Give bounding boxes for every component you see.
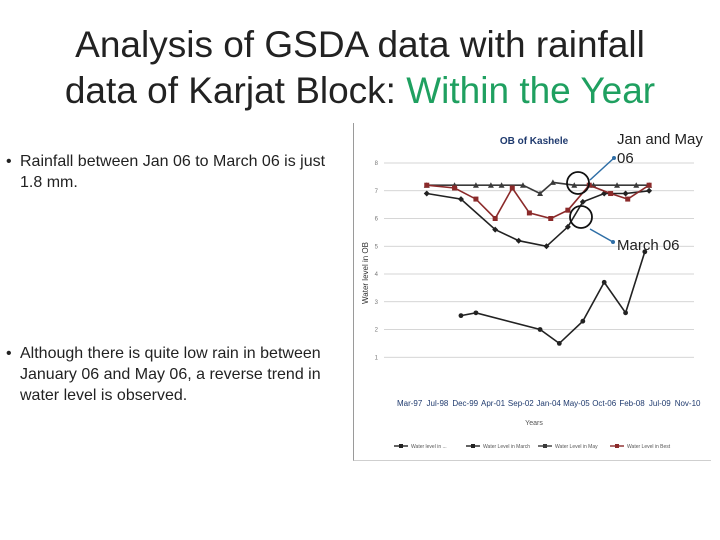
water-level-chart: OB of Kashele Water level in OB Years 1 2 3 4 5…: [361, 136, 701, 450]
x-tick-label: Apr-01: [481, 399, 506, 408]
x-tick-label: Jul-09: [649, 399, 671, 408]
data-point: [543, 243, 550, 250]
data-point: [579, 198, 586, 205]
data-point: [571, 182, 578, 188]
title-highlight: Within the Year: [406, 70, 656, 111]
title-line-1: Analysis of GSDA data with rainfall: [75, 24, 645, 65]
data-point: [608, 191, 614, 197]
y-tick-label: 4: [375, 272, 379, 278]
y-tick-label: 1: [375, 355, 379, 361]
data-point: [492, 216, 498, 221]
y-tick-label: 3: [375, 300, 379, 306]
data-point: [537, 190, 544, 197]
data-point: [556, 340, 562, 346]
data-point: [614, 182, 621, 188]
bullet-marker: •: [6, 345, 12, 362]
data-point: [642, 249, 648, 255]
bullet-text: Rainfall between Jan 06 to March 06 is j…: [20, 153, 326, 191]
data-point: [564, 223, 571, 230]
x-tick-label: Dec-99: [452, 399, 478, 408]
data-point: [515, 237, 522, 244]
x-tick-label: Sep-02: [508, 399, 534, 408]
data-point: [622, 190, 629, 197]
y-tick-label: 6: [375, 217, 379, 223]
data-point: [423, 190, 430, 197]
data-point: [458, 313, 464, 319]
legend-marker: [615, 444, 619, 448]
x-tick-label: Jul-98: [427, 399, 449, 408]
series-line: [426, 184, 650, 220]
data-point: [601, 279, 607, 285]
title-line-2: data of Karjat Block: Within the Year: [0, 68, 720, 114]
callout-jan-may: Jan and May 06: [617, 131, 703, 167]
data-point: [526, 210, 532, 216]
data-point: [623, 310, 628, 316]
data-point: [424, 182, 430, 188]
series-line: [460, 251, 646, 345]
y-axis-label: Water level in OB: [361, 242, 370, 304]
data-point: [473, 310, 479, 316]
x-tick-label: Nov-10: [675, 399, 701, 408]
series-line: [426, 181, 650, 195]
data-point: [646, 187, 653, 194]
bullet-text: Although there is quite low rain in betw…: [20, 345, 321, 404]
chart-title: OB of Kashele: [500, 136, 569, 147]
data-point: [498, 182, 505, 188]
legend-marker: [471, 444, 475, 448]
chart-panel: OB of Kashele Water level in OB Years 1 2 3 4 5…: [353, 123, 711, 461]
x-tick-label: Jan-04: [536, 399, 561, 408]
callout-march: March 06: [617, 237, 680, 254]
data-point: [487, 182, 494, 188]
bullet-rainfall: • Rainfall between Jan 06 to March 06 is…: [6, 151, 346, 193]
y-tick-label: 7: [375, 189, 379, 195]
legend-marker: [399, 444, 403, 448]
highlight-ring-jan-may: [566, 171, 590, 195]
slide-title: Analysis of GSDA data with rainfall data…: [0, 22, 720, 114]
legend-marker: [543, 444, 547, 448]
data-point: [457, 196, 464, 203]
data-point: [452, 185, 458, 191]
y-tick-label: 8: [375, 161, 379, 167]
data-point: [492, 226, 499, 233]
data-point: [625, 196, 631, 202]
data-point: [646, 182, 652, 188]
data-point: [633, 182, 640, 188]
data-point: [519, 182, 526, 188]
legend-label: Water Level in Best: [627, 444, 671, 450]
data-point: [472, 182, 479, 188]
bullet-marker: •: [6, 153, 12, 170]
data-point: [580, 318, 586, 324]
data-point: [473, 196, 479, 202]
data-point: [537, 327, 543, 332]
legend-label: Water Level in May: [555, 444, 598, 450]
highlight-ring-march: [569, 205, 593, 229]
data-point: [565, 207, 571, 213]
legend-label: Water Level in March: [483, 444, 530, 450]
legend-label: Water level in ...: [411, 444, 447, 450]
x-tick-label: Mar-97: [397, 399, 423, 408]
series-line: [426, 190, 650, 248]
x-tick-label: May-05: [563, 399, 590, 408]
data-point: [549, 179, 556, 185]
title-line-2-prefix: data of Karjat Block:: [64, 70, 407, 111]
x-tick-label: Feb-08: [619, 399, 645, 408]
data-point: [601, 190, 608, 197]
x-tick-label: Oct-06: [592, 399, 617, 408]
y-tick-label: 5: [375, 244, 379, 250]
y-tick-label: 2: [375, 328, 379, 334]
bullet-reverse-trend: • Although there is quite low rain in be…: [6, 343, 326, 406]
data-point: [548, 216, 554, 221]
data-point: [509, 185, 515, 191]
x-axis-label: Years: [525, 420, 543, 427]
